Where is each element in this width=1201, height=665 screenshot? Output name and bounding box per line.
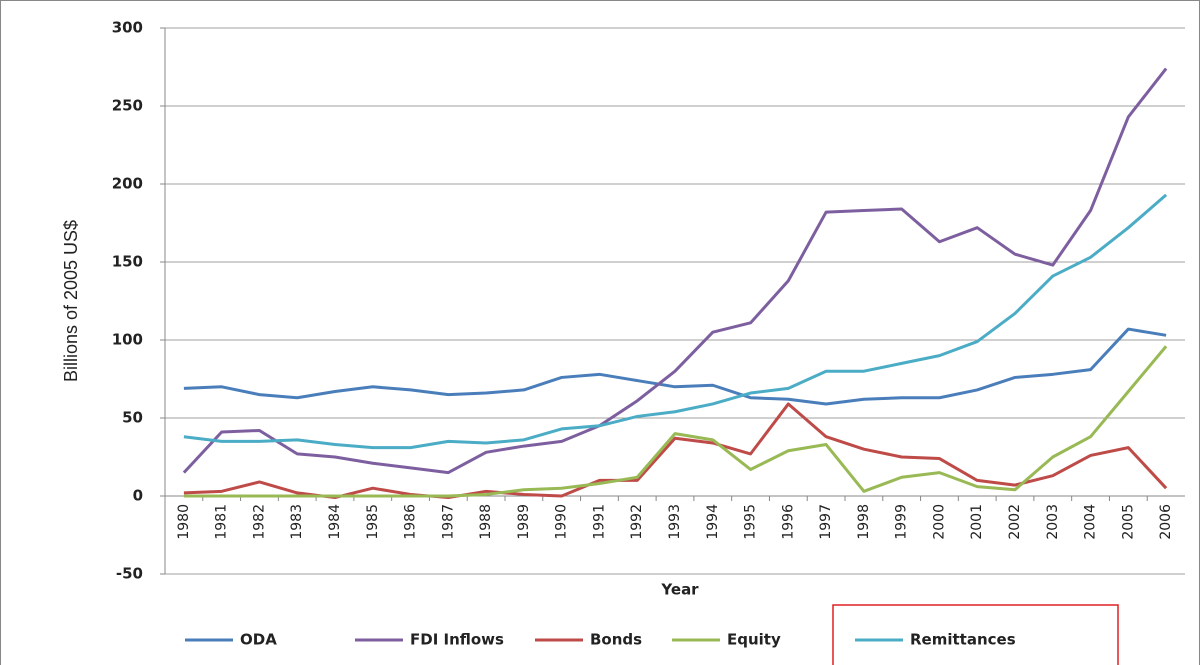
x-tick-label: 1984	[327, 504, 343, 540]
series-line	[182, 67, 1168, 475]
x-tick-label: 2005	[1120, 504, 1136, 540]
highlight-box	[832, 604, 1119, 665]
legend-label: Bonds	[590, 631, 642, 649]
x-tick-label: 1997	[818, 504, 834, 540]
x-tick-label: 1990	[554, 504, 570, 540]
legend-label: Equity	[727, 631, 781, 649]
x-tick-label: 2003	[1045, 504, 1061, 540]
y-tick-label: -50	[116, 565, 143, 583]
y-tick-label: 250	[112, 97, 143, 115]
x-tick-label: 1993	[667, 504, 683, 540]
y-tick-label: 200	[112, 175, 143, 193]
x-tick-label: 2001	[969, 504, 985, 540]
series-line	[183, 402, 1168, 500]
x-tick-label: 1996	[780, 504, 796, 540]
x-tick-label: 1998	[856, 504, 872, 540]
legend-label: Remittances	[910, 631, 1016, 649]
x-tick-label: 1983	[289, 504, 305, 540]
x-tick-label: 1992	[629, 504, 645, 540]
series-line	[183, 327, 1167, 406]
y-axis-label: Billions of 2005 US$	[61, 220, 81, 382]
x-tick-label: 2004	[1083, 504, 1099, 540]
x-axis-label: Year	[660, 581, 699, 599]
x-tick-label: 2006	[1158, 504, 1174, 540]
x-tick-label: 2002	[1007, 504, 1023, 540]
y-tick-label: 150	[112, 253, 143, 271]
x-tick-label: 1994	[705, 504, 721, 540]
y-tick-label: 300	[112, 19, 143, 37]
x-tick-label: 1999	[894, 504, 910, 540]
x-tick-label: 1991	[591, 504, 607, 540]
x-tick-label: 1980	[176, 504, 192, 540]
x-tick-label: 1982	[251, 504, 267, 540]
series-line	[183, 193, 1168, 450]
y-tick-label: 0	[133, 487, 143, 505]
x-tick-label: 1988	[478, 504, 494, 540]
legend-label: ODA	[240, 631, 277, 649]
x-tick-label: 1995	[743, 504, 759, 540]
x-tick-label: 2000	[931, 504, 947, 540]
legend-label: FDI Inflows	[410, 631, 504, 649]
x-tick-label: 1981	[214, 504, 230, 540]
x-tick-label: 1987	[440, 504, 456, 540]
x-tick-label: 1986	[403, 504, 419, 540]
y-tick-label: 100	[112, 331, 143, 349]
series-line	[183, 345, 1168, 498]
y-tick-label: 50	[122, 409, 143, 427]
x-tick-label: 1985	[365, 504, 381, 540]
x-tick-label: 1989	[516, 504, 532, 540]
